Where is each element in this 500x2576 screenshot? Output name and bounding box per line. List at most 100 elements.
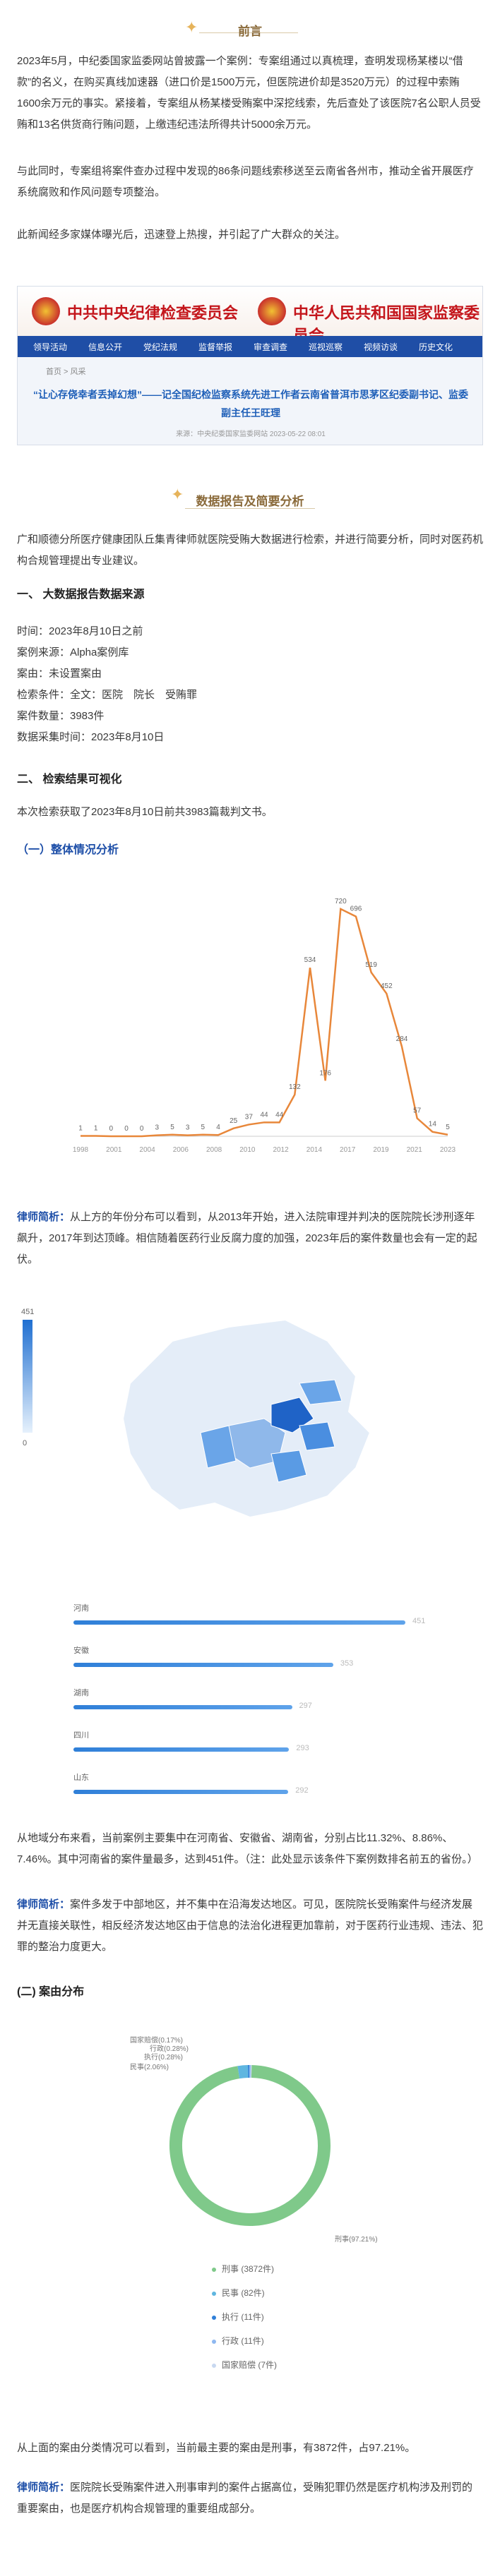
viz-intro: 本次检索获取了2023年8月10日前共3983篇裁判文书。 — [17, 806, 273, 818]
nav-item[interactable]: 视频访谈 — [364, 342, 398, 352]
lawyer-label: 律师简析： — [17, 1898, 71, 1910]
banner-article-title: “让心存侥幸者丢掉幻想”——记全国纪检监察系统先进工作者云南省普洱市思茅区纪委副… — [33, 389, 468, 419]
data-label: 57 — [413, 1107, 422, 1115]
data-label: 534 — [304, 956, 316, 964]
legend-dot — [212, 2363, 216, 2368]
data-label: 452 — [381, 982, 393, 990]
case-comment: 从上面的案由分类情况可以看到，当前最主要的案由是刑事，有3872件，占97.21… — [17, 2442, 416, 2454]
analysis-intro: 广和顺德分所医疗健康团队丘集青律师就医院受贿大数据进行检索，并进行简要分析，同时… — [17, 534, 484, 567]
bar-value: 353 — [340, 1659, 354, 1668]
bar-label: 四川 — [73, 1731, 89, 1740]
data-label: 5 — [201, 1124, 206, 1131]
legend-item[interactable]: 行政 (11件) — [212, 2335, 264, 2347]
region-lawyer-text: 案件多发于中部地区，并不集中在沿海发达地区。可见，医院院长受贿案件与经济发展并无… — [17, 1898, 484, 1953]
legend-item[interactable]: 国家赔偿 (7件) — [212, 2359, 277, 2371]
region-bar — [73, 1747, 290, 1752]
national-emblem-icon — [258, 297, 286, 325]
breadcrumb: 首页 > 风采 — [46, 368, 86, 376]
case-type-donut-chart: 刑事(97.21%) 民事(2.06%)执行(0.28%)行政(0.28%)国家赔… — [130, 2035, 378, 2244]
bar-label: 安徽 — [73, 1647, 89, 1655]
bar-value: 451 — [412, 1617, 426, 1625]
x-tick-label: 2006 — [173, 1146, 189, 1154]
case-title: (二) 案由分布 — [17, 1986, 85, 1998]
province-hunan — [270, 1450, 307, 1483]
bar-value: 292 — [295, 1786, 309, 1795]
overall-comment: 律师简析：从上方的年份分布可以看到，从2013年开始，进入法院审理并判决的医院院… — [17, 1207, 483, 1270]
nav-item[interactable]: 党纪法规 — [143, 342, 178, 352]
source-line: 案由：未设置案由 — [17, 668, 102, 680]
data-label: 3 — [186, 1124, 190, 1132]
bar-value: 297 — [299, 1702, 312, 1710]
data-label: 176 — [319, 1069, 331, 1077]
legend-text: 执行 (11件) — [222, 2312, 264, 2322]
source-title: 一、 大数据报告数据来源 — [17, 589, 145, 601]
banner-meta: 来源：中央纪委国家监委网站 2023-05-22 08:01 — [176, 431, 326, 438]
news-screenshot: 中共中央纪律检查委员会 中华人民共和国国家监察委员会 领导活动 信息公开 党纪法… — [17, 286, 483, 445]
banner-nav: 领导活动 信息公开 党纪法规 监督举报 审查调查 巡视巡察 视频访谈 历史文化 — [18, 336, 482, 357]
legend-item[interactable]: 民事 (82件) — [212, 2287, 265, 2299]
data-label: 132 — [289, 1083, 301, 1091]
divider — [185, 508, 315, 509]
data-label: 3 — [155, 1124, 160, 1132]
region-bar — [73, 1620, 405, 1625]
bar-label: 湖南 — [73, 1689, 89, 1697]
data-label: 0 — [124, 1125, 129, 1133]
lawyer-label: 律师简析： — [17, 2481, 71, 2493]
legend-item[interactable]: 执行 (11件) — [212, 2311, 264, 2323]
data-label: 25 — [230, 1117, 238, 1125]
slice-label: 国家赔偿(0.17%) — [130, 2035, 183, 2045]
legend-dot — [212, 2339, 216, 2344]
nav-item[interactable]: 历史文化 — [419, 342, 453, 352]
party-emblem-icon — [32, 297, 60, 325]
source-line: 案例来源：Alpha案例库 — [17, 646, 129, 658]
legend-text: 民事 (82件) — [222, 2288, 265, 2298]
data-label: 0 — [109, 1125, 114, 1133]
province-anhui — [299, 1421, 335, 1451]
overall-comment-text: 从上方的年份分布可以看到，从2013年开始，进入法院审理并判决的医院院长涉刑逐年… — [17, 1211, 477, 1265]
nav-item[interactable]: 监督举报 — [198, 342, 233, 352]
region-comment: 从地域分布来看，当前案例主要集中在河南省、安徽省、湖南省，分别占比11.32%、… — [17, 1832, 478, 1865]
x-tick-label: 2017 — [340, 1146, 356, 1154]
source-line: 时间：2023年8月10日之前 — [17, 625, 143, 637]
nav-item[interactable]: 信息公开 — [88, 342, 123, 352]
pie-slice — [237, 2065, 249, 2079]
legend-text: 刑事 (3872件) — [222, 2264, 275, 2274]
data-label: 44 — [260, 1111, 268, 1119]
map-scale-bar — [23, 1320, 32, 1433]
data-label: 720 — [335, 898, 347, 905]
data-label: 696 — [350, 905, 362, 913]
source-line: 数据采集时间：2023年8月10日 — [17, 731, 165, 743]
bar-label: 山东 — [73, 1774, 89, 1782]
intro-heading: 前言 — [238, 25, 262, 38]
data-label: 44 — [275, 1111, 284, 1119]
divider — [199, 32, 298, 33]
legend-item[interactable]: 刑事 (3872件) — [212, 2263, 274, 2275]
x-tick-label: 2012 — [273, 1146, 290, 1154]
province-shandong — [299, 1379, 343, 1405]
map-scale-max: 451 — [21, 1308, 34, 1316]
x-tick-label: 2014 — [306, 1146, 323, 1154]
banner-header — [18, 287, 482, 336]
case-lawyer-comment: 律师简析：医院院长受贿案件进入刑事审判的案件占据高位，受贿犯罪仍然是医疗机构涉及… — [17, 2477, 483, 2520]
region-bar — [73, 1705, 292, 1709]
slice-label: 刑事(97.21%) — [335, 2234, 378, 2244]
intro-paragraph-2: 与此同时，专案组将案件查办过程中发现的86条问题线索移送至云南省各州市，推动全省… — [17, 165, 474, 198]
analysis-heading: 数据报告及简要分析 — [196, 495, 304, 508]
lawyer-label: 律师简析： — [17, 1211, 71, 1223]
nav-item[interactable]: 审查调查 — [254, 342, 288, 352]
nav-item[interactable]: 巡视巡察 — [309, 342, 343, 352]
region-map: 451 0 — [21, 1308, 371, 1519]
legend-text: 行政 (11件) — [222, 2336, 264, 2346]
slice-label: 行政(0.28%) — [150, 2044, 189, 2053]
bar-value: 293 — [296, 1744, 309, 1752]
data-label: 14 — [429, 1121, 437, 1128]
x-tick-label: 2021 — [407, 1146, 423, 1154]
x-tick-label: 2004 — [139, 1146, 155, 1154]
region-lawyer-comment: 律师简析：案件多发于中部地区，并不集中在沿海发达地区。可见，医院院长受贿案件与经… — [17, 1894, 483, 1958]
star-icon: ✦ — [171, 486, 184, 503]
case-lawyer-text: 医院院长受贿案件进入刑事审判的案件占据高位，受贿犯罪仍然是医疗机构涉及刑罚的重要… — [17, 2481, 473, 2515]
nav-item[interactable]: 领导活动 — [33, 342, 68, 352]
slice-label: 执行(0.28%) — [144, 2052, 183, 2062]
